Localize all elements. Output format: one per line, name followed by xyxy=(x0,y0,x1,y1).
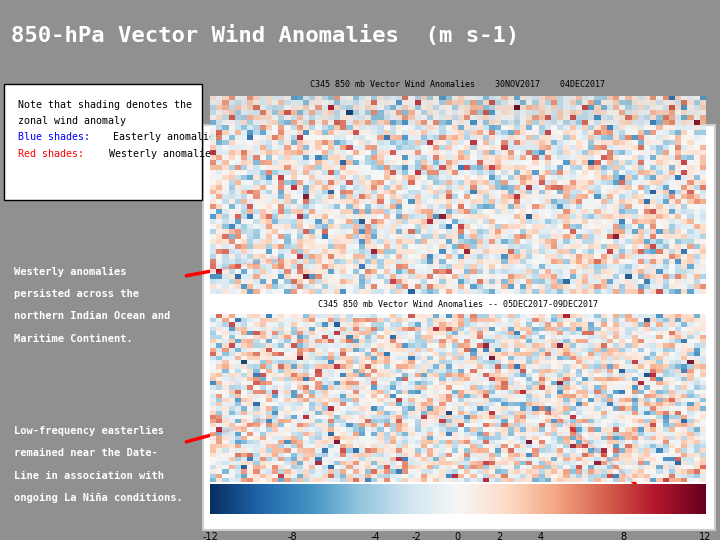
FancyBboxPatch shape xyxy=(4,84,202,200)
Text: -8: -8 xyxy=(288,532,297,540)
Text: 850-hPa Vector Wind Anomalies  (m s-1): 850-hPa Vector Wind Anomalies (m s-1) xyxy=(11,25,519,46)
Text: C345 850 mb Vector Wind Anomalies    30NOV2017    04DEC2017: C345 850 mb Vector Wind Anomalies 30NOV2… xyxy=(310,80,606,89)
Text: -12: -12 xyxy=(202,532,218,540)
Text: Note that shading denotes the: Note that shading denotes the xyxy=(18,100,192,111)
Text: Westerly anomalies: Westerly anomalies xyxy=(103,149,217,159)
Text: remained near the Date-: remained near the Date- xyxy=(14,448,158,458)
Text: persisted across the: persisted across the xyxy=(14,289,140,299)
Text: Westerly anomalies: Westerly anomalies xyxy=(14,267,127,277)
Text: C345 850 mb Vector Wind Anomalies -- 05DEC2017-09DEC2017: C345 850 mb Vector Wind Anomalies -- 05D… xyxy=(318,300,598,309)
Text: -2: -2 xyxy=(412,532,421,540)
Text: 12: 12 xyxy=(699,532,712,540)
Text: Easterly anomalies: Easterly anomalies xyxy=(107,132,220,142)
Text: Red shades:: Red shades: xyxy=(18,149,84,159)
Text: Low-frequency easterlies: Low-frequency easterlies xyxy=(14,426,164,436)
Text: Line in association with: Line in association with xyxy=(14,471,164,481)
Text: -4: -4 xyxy=(371,532,380,540)
Text: Westerlies emerged across the Atlantic.: Westerlies emerged across the Atlantic. xyxy=(360,498,613,508)
Text: Blue shades:: Blue shades: xyxy=(18,132,90,142)
Text: 2: 2 xyxy=(496,532,503,540)
Text: 4: 4 xyxy=(537,532,544,540)
FancyBboxPatch shape xyxy=(203,125,715,530)
Text: zonal wind anomaly: zonal wind anomaly xyxy=(18,116,126,126)
Text: ongoing La Niña conditions.: ongoing La Niña conditions. xyxy=(14,493,183,503)
Text: Maritime Continent.: Maritime Continent. xyxy=(14,334,133,344)
Text: 8: 8 xyxy=(620,532,626,540)
Text: 0: 0 xyxy=(455,532,461,540)
Text: northern Indian Ocean and: northern Indian Ocean and xyxy=(14,312,171,321)
